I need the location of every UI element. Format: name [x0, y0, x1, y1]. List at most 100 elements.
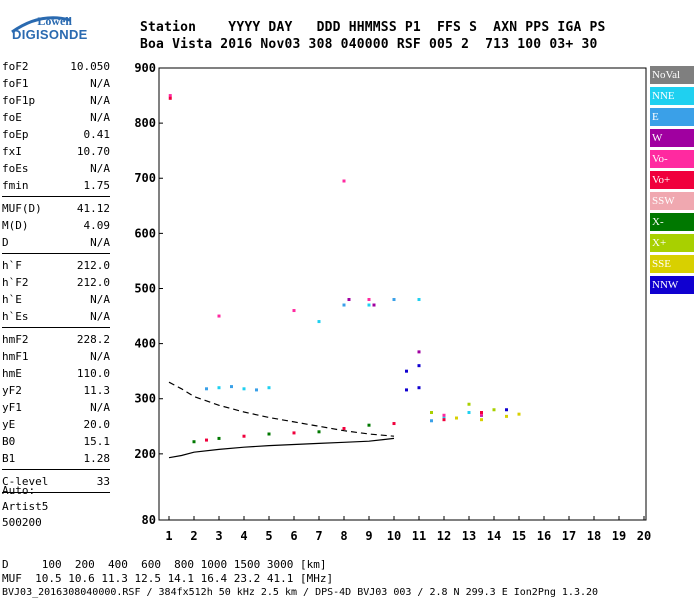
- parameter-row: yF2 11.3: [2, 382, 110, 399]
- data-point: [317, 320, 321, 324]
- data-point: [417, 298, 421, 302]
- x-tick-label: 13: [462, 529, 476, 543]
- parameter-label: yF2: [2, 384, 22, 397]
- x-tick-label: 2: [190, 529, 197, 543]
- autoscaling-code: 500200: [2, 516, 42, 529]
- data-point: [217, 386, 221, 390]
- parameter-label: h`F: [2, 259, 22, 272]
- data-point: [492, 408, 496, 412]
- data-point: [168, 96, 172, 100]
- parameter-label: B1: [2, 452, 16, 465]
- x-tick-label: 9: [365, 529, 372, 543]
- parameter-row: foF2 10.050: [2, 58, 110, 75]
- parameter-value: 10.70: [76, 145, 110, 158]
- footer-distance-row: D 100 200 400 600 800 1000 1500 3000 [km…: [2, 558, 327, 571]
- parameter-value: 110.0: [76, 367, 110, 380]
- header-column-titles: Station YYYY DAY DDD HHMMSS P1 FFS S AXN…: [140, 20, 606, 35]
- x-tick-label: 14: [487, 529, 501, 543]
- parameter-row: h`F2 212.0: [2, 274, 110, 291]
- parameter-value: 4.09: [83, 219, 111, 232]
- parameter-label: foEp: [2, 128, 29, 141]
- x-tick-label: 7: [315, 529, 322, 543]
- x-tick-label: 19: [612, 529, 626, 543]
- legend-item: X+: [650, 234, 694, 252]
- data-point: [205, 438, 208, 442]
- legend-item: NoVal: [650, 66, 694, 84]
- parameter-separator: [2, 253, 110, 254]
- parameter-label: B0: [2, 435, 16, 448]
- data-point: [480, 418, 483, 422]
- logo-text-digisonde: DIGISONDE: [12, 27, 88, 42]
- data-point: [217, 436, 221, 440]
- legend-item: NNW: [650, 276, 694, 294]
- o-trace-curve: [168, 437, 395, 459]
- x-tick-label: 20: [637, 529, 651, 543]
- parameter-value: N/A: [90, 111, 110, 124]
- parameter-row: foE N/A: [2, 109, 110, 126]
- data-point: [367, 423, 371, 427]
- parameter-label: fxI: [2, 145, 22, 158]
- data-point: [455, 416, 458, 420]
- legend-item: Vo-: [650, 150, 694, 168]
- data-point: [505, 414, 508, 418]
- legend-item: X-: [650, 213, 694, 231]
- legend-item: SSE: [650, 255, 694, 273]
- parameter-value: 11.3: [83, 384, 111, 397]
- logo-text-lowell: Lowell: [37, 14, 72, 28]
- data-point: [517, 412, 521, 416]
- x-tick-label: 6: [290, 529, 297, 543]
- parameter-separator: [2, 492, 110, 493]
- parameter-row: foEs N/A: [2, 160, 110, 177]
- x-tick-label: 17: [562, 529, 576, 543]
- data-point: [392, 298, 396, 302]
- parameter-value: 228.2: [76, 333, 110, 346]
- y-tick-label: 700: [134, 171, 156, 185]
- data-point: [442, 416, 446, 420]
- data-point: [430, 419, 433, 423]
- parameter-value: N/A: [90, 94, 110, 107]
- parameter-row: h`E N/A: [2, 291, 110, 308]
- footer-file-info: BVJ03_2016308040000.RSF / 384fx512h 50 k…: [2, 587, 599, 598]
- data-point: [242, 434, 246, 438]
- parameter-value: N/A: [90, 77, 110, 90]
- parameter-label: D: [2, 236, 9, 249]
- legend-item: SSW: [650, 192, 694, 210]
- data-point: [480, 412, 483, 416]
- legend-item: NNE: [650, 87, 694, 105]
- parameter-row: MUF(D) 41.12: [2, 200, 110, 217]
- data-point: [372, 303, 376, 307]
- parameter-value: N/A: [90, 350, 110, 363]
- parameter-label: MUF(D): [2, 202, 42, 215]
- y-tick-label: 300: [134, 392, 156, 406]
- x-tick-label: 18: [587, 529, 601, 543]
- parameter-label: h`F2: [2, 276, 29, 289]
- data-point: [292, 431, 296, 435]
- parameter-label: fmin: [2, 179, 29, 192]
- y-tick-label: 80: [142, 513, 156, 527]
- data-point: [292, 309, 296, 313]
- parameter-row: foF1p N/A: [2, 92, 110, 109]
- parameter-row: D N/A: [2, 234, 110, 251]
- parameter-separator: [2, 327, 110, 328]
- parameter-row: yF1 N/A: [2, 399, 110, 416]
- data-point: [405, 369, 408, 373]
- parameter-value: N/A: [90, 293, 110, 306]
- parameter-value: 33: [96, 475, 110, 488]
- autoscaling-name: Artist5: [2, 500, 49, 513]
- parameter-label: foF1: [2, 77, 29, 90]
- x-tick-label: 5: [265, 529, 272, 543]
- legend-item: Vo+: [650, 171, 694, 189]
- data-point: [205, 387, 208, 391]
- parameter-value: 20.0: [83, 418, 111, 431]
- parameter-label: foE: [2, 111, 22, 124]
- parameter-label: M(D): [2, 219, 29, 232]
- data-point: [417, 386, 421, 390]
- data-point: [255, 388, 258, 392]
- parameter-value: N/A: [90, 401, 110, 414]
- data-point: [267, 432, 271, 436]
- x-trace-curve: [168, 381, 395, 437]
- data-point: [480, 411, 483, 415]
- x-tick-label: 15: [512, 529, 526, 543]
- parameter-row: hmF1 N/A: [2, 348, 110, 365]
